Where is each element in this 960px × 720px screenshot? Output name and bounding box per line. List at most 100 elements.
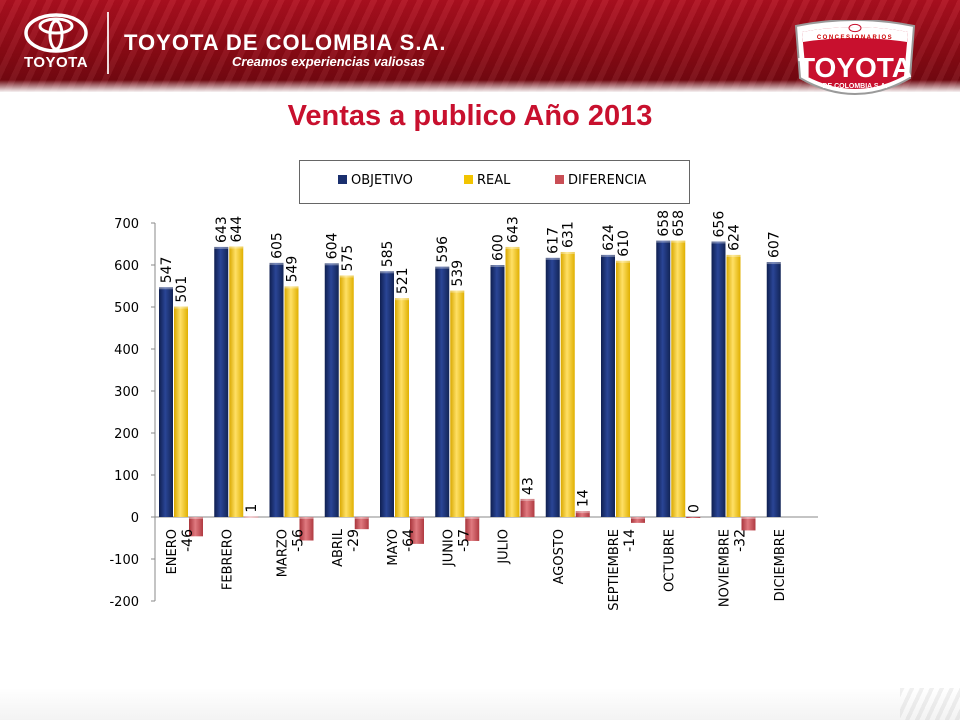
dealer-shield-icon: [794, 20, 916, 95]
x-category-label: SEPTIEMBRE: [607, 529, 622, 611]
x-category-label: AGOSTO: [552, 529, 567, 584]
data-label-bar-diferencia: -56: [291, 529, 307, 552]
bar-diferencia: [575, 511, 590, 517]
data-label-bar-objetivo: 658: [656, 210, 672, 237]
brand-left-text: TOYOTA: [23, 54, 89, 71]
x-category-label: MAYO: [386, 529, 401, 566]
x-category-label: MARZO: [276, 529, 291, 577]
data-label-bar-objetivo: 624: [601, 224, 617, 251]
y-tick-label: 100: [114, 469, 139, 484]
bar-objetivo-highlight: [545, 257, 560, 260]
bar-real-highlight: [229, 246, 244, 249]
bar-real: [284, 286, 299, 517]
y-tick-label: 400: [114, 343, 139, 358]
bar-objetivo: [766, 262, 781, 517]
bar-diferencia: [244, 516, 259, 518]
bar-objetivo: [490, 265, 505, 517]
data-label-bar-real: 610: [616, 230, 632, 257]
bar-real-highlight: [726, 254, 741, 257]
data-label-bar-objetivo: 596: [435, 236, 451, 263]
bar-objetivo: [656, 240, 671, 517]
data-label-bar-diferencia: -57: [456, 529, 472, 552]
badge-sub-text: DE COLOMBIA S.A.: [822, 83, 888, 90]
legend-label-real: REAL: [477, 173, 511, 188]
toyota-emblem-icon: [24, 13, 88, 53]
bar-objetivo-highlight: [711, 241, 726, 244]
bar-objetivo: [601, 254, 615, 518]
y-tick-label: 300: [114, 385, 139, 400]
bar-diferencia: [741, 517, 756, 531]
bar-real: [395, 298, 409, 517]
data-label-bar-objetivo: 585: [380, 241, 396, 268]
data-label-bar-diferencia: 0: [686, 504, 702, 513]
data-label-bar-real: 643: [506, 216, 522, 243]
bar-objetivo-highlight: [435, 266, 450, 269]
dealer-badge: CONCESIONARIOS TOYOTA DE COLOMBIA S.A.: [790, 20, 920, 102]
y-tick-label: 0: [131, 511, 139, 526]
bar-diferencia: [410, 517, 424, 544]
bar-diferencia: [299, 517, 314, 541]
footer-texture: [900, 688, 960, 720]
data-label-bar-diferencia: -32: [733, 529, 749, 552]
bar-objetivo: [214, 246, 229, 517]
data-label-bar-objetivo: 604: [325, 233, 341, 260]
data-label-bar-real: 539: [450, 260, 466, 287]
data-label-bar-diferencia: -46: [180, 529, 196, 552]
bar-diferencia: [465, 517, 480, 541]
bar-real-highlight: [174, 306, 188, 309]
data-label-bar-objetivo: 605: [270, 232, 286, 259]
bar-real: [450, 290, 465, 517]
header-divider: [107, 12, 109, 74]
x-category-label: JUNIO: [441, 529, 456, 567]
y-tick-label: -100: [109, 553, 139, 568]
data-label-bar-real: 644: [229, 216, 245, 243]
company-name: TOYOTA DE COLOMBIA S.A.: [124, 30, 447, 55]
bar-diferencia-highlight: [354, 517, 369, 519]
bar-diferencia: [631, 517, 645, 523]
data-label-bar-real: 658: [671, 210, 687, 237]
bar-objetivo: [324, 263, 339, 517]
bar-diferencia-highlight: [410, 517, 424, 519]
header-fade: [0, 72, 960, 92]
bar-objetivo: [380, 271, 394, 517]
data-label-bar-diferencia: 14: [576, 489, 592, 507]
toyota-logo: TOYOTA: [14, 12, 98, 82]
bar-diferencia-highlight: [631, 517, 645, 519]
bar-real: [229, 246, 244, 517]
data-label-bar-objetivo: 643: [214, 216, 230, 243]
bar-objetivo-highlight: [269, 262, 284, 265]
bar-objetivo: [269, 262, 284, 517]
data-label-bar-diferencia: -64: [401, 529, 417, 552]
x-category-label: ABRIL: [331, 528, 346, 567]
data-label-bar-objetivo: 656: [712, 211, 728, 238]
legend-label-diferencia: DIFERENCIA: [568, 173, 647, 188]
y-tick-label: 700: [114, 217, 139, 232]
bar-objetivo-highlight: [656, 240, 671, 243]
bar-real: [671, 240, 686, 517]
data-label-bar-diferencia: 43: [521, 477, 537, 495]
bar-real-highlight: [395, 298, 409, 301]
footer-band: [0, 688, 960, 720]
legend-label-objetivo: OBJETIVO: [351, 173, 413, 188]
x-category-label: ENERO: [165, 529, 180, 574]
data-label-bar-real: 575: [340, 245, 356, 272]
bar-objetivo-highlight: [214, 246, 229, 249]
x-category-label: OCTUBRE: [662, 529, 677, 592]
bar-objetivo: [159, 287, 173, 517]
bar-real: [339, 275, 354, 517]
data-label-bar-objetivo: 547: [159, 257, 175, 284]
x-category-label: DICIEMBRE: [773, 529, 788, 601]
bar-real: [726, 254, 741, 518]
data-label-bar-real: 631: [561, 221, 577, 248]
legend-item-diferencia: DIFERENCIA: [555, 173, 646, 191]
bar-diferencia: [189, 517, 203, 537]
data-label-bar-objetivo: 617: [546, 227, 562, 254]
legend-item-real: REAL: [464, 173, 510, 191]
bar-real-highlight: [339, 275, 354, 278]
bar-objetivo: [435, 266, 450, 517]
bar-real-highlight: [616, 260, 630, 263]
bar-objetivo: [545, 257, 560, 517]
bar-objetivo-highlight: [159, 287, 173, 290]
bar-diferencia-highlight: [299, 517, 314, 519]
